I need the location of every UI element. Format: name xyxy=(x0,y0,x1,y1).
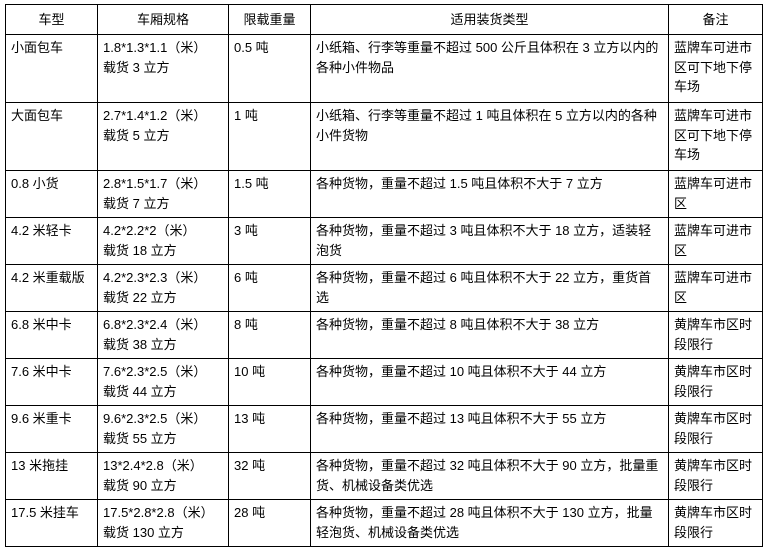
table-row: 大面包车 2.7*1.4*1.2（米） 载货 5 立方 1 吨 小纸箱、行李等重… xyxy=(5,102,763,171)
spec-volume: 载货 44 立方 xyxy=(103,383,177,399)
cell-spec: 4.2*2.2*2（米） 载货 18 立方 xyxy=(97,217,229,265)
column-header-spec: 车厢规格 xyxy=(97,4,229,35)
column-header-cargo: 适用装货类型 xyxy=(310,4,669,35)
cell-remark: 黄牌车市区时段限行 xyxy=(668,499,763,547)
column-header-remark: 备注 xyxy=(668,4,763,35)
cell-cargo: 小纸箱、行李等重量不超过 1 吨且体积在 5 立方以内的各种小件货物 xyxy=(310,102,669,171)
spec-volume: 载货 55 立方 xyxy=(103,430,177,446)
cell-spec: 2.7*1.4*1.2（米） 载货 5 立方 xyxy=(97,102,229,171)
cell-spec: 7.6*2.3*2.5（米） 载货 44 立方 xyxy=(97,358,229,406)
cell-remark: 黄牌车市区时段限行 xyxy=(668,311,763,359)
cell-spec: 1.8*1.3*1.1（米） 载货 3 立方 xyxy=(97,34,229,103)
spec-volume: 载货 22 立方 xyxy=(103,289,177,305)
cell-cargo: 小纸箱、行李等重量不超过 500 公斤且体积在 3 立方以内的各种小件物品 xyxy=(310,34,669,103)
cell-load: 6 吨 xyxy=(228,264,311,312)
spec-dimensions: 2.8*1.5*1.7（米） xyxy=(103,176,207,191)
spec-dimensions: 13*2.4*2.8（米） xyxy=(103,458,203,473)
cell-cargo: 各种货物，重量不超过 10 吨且体积不大于 44 立方 xyxy=(310,358,669,406)
spec-dimensions: 6.8*2.3*2.4（米） xyxy=(103,317,207,332)
spec-volume: 载货 3 立方 xyxy=(103,59,170,75)
spec-dimensions: 17.5*2.8*2.8（米） xyxy=(103,505,214,520)
cell-model: 大面包车 xyxy=(5,102,98,171)
cell-model: 13 米拖挂 xyxy=(5,452,98,500)
cell-cargo: 各种货物，重量不超过 3 吨且体积不大于 18 立方，适装轻泡货 xyxy=(310,217,669,265)
cell-remark: 蓝牌车可进市区 xyxy=(668,170,763,218)
cell-load: 13 吨 xyxy=(228,405,311,453)
cell-remark: 黄牌车市区时段限行 xyxy=(668,405,763,453)
cell-load: 1.5 吨 xyxy=(228,170,311,218)
cell-model: 6.8 米中卡 xyxy=(5,311,98,359)
cell-remark: 黄牌车市区时段限行 xyxy=(668,358,763,406)
cell-model: 4.2 米轻卡 xyxy=(5,217,98,265)
table-row: 小面包车 1.8*1.3*1.1（米） 载货 3 立方 0.5 吨 小纸箱、行李… xyxy=(5,34,763,103)
cell-cargo: 各种货物，重量不超过 8 吨且体积不大于 38 立方 xyxy=(310,311,669,359)
cell-model: 7.6 米中卡 xyxy=(5,358,98,406)
spec-volume: 载货 90 立方 xyxy=(103,477,177,493)
cell-remark: 蓝牌车可进市区可下地下停车场 xyxy=(668,102,763,171)
spec-dimensions: 2.7*1.4*1.2（米） xyxy=(103,108,207,123)
spec-volume: 载货 5 立方 xyxy=(103,127,170,143)
cell-cargo: 各种货物，重量不超过 6 吨且体积不大于 22 立方，重货首选 xyxy=(310,264,669,312)
vehicle-capacity-table-container: 车型 车厢规格 限载重量 适用装货类型 备注 小面包车 1.8*1.3*1.1（… xyxy=(5,4,763,547)
spec-dimensions: 7.6*2.3*2.5（米） xyxy=(103,364,207,379)
spec-dimensions: 9.6*2.3*2.5（米） xyxy=(103,411,207,426)
cell-model: 4.2 米重载版 xyxy=(5,264,98,312)
table-row: 9.6 米重卡 9.6*2.3*2.5（米） 载货 55 立方 13 吨 各种货… xyxy=(5,405,763,453)
cell-spec: 6.8*2.3*2.4（米） 载货 38 立方 xyxy=(97,311,229,359)
spec-dimensions: 4.2*2.3*2.3（米） xyxy=(103,270,207,285)
table-row: 17.5 米挂车 17.5*2.8*2.8（米） 载货 130 立方 28 吨 … xyxy=(5,499,763,547)
table-row: 4.2 米重载版 4.2*2.3*2.3（米） 载货 22 立方 6 吨 各种货… xyxy=(5,264,763,312)
table-body: 小面包车 1.8*1.3*1.1（米） 载货 3 立方 0.5 吨 小纸箱、行李… xyxy=(5,34,763,547)
spec-dimensions: 4.2*2.2*2（米） xyxy=(103,223,196,238)
cell-load: 0.5 吨 xyxy=(228,34,311,103)
table-row: 0.8 小货 2.8*1.5*1.7（米） 载货 7 立方 1.5 吨 各种货物… xyxy=(5,170,763,218)
cell-load: 10 吨 xyxy=(228,358,311,406)
cell-cargo: 各种货物，重量不超过 28 吨且体积不大于 130 立方，批量轻泡货、机械设备类… xyxy=(310,499,669,547)
cell-model: 小面包车 xyxy=(5,34,98,103)
table-row: 13 米拖挂 13*2.4*2.8（米） 载货 90 立方 32 吨 各种货物，… xyxy=(5,452,763,500)
cell-remark: 黄牌车市区时段限行 xyxy=(668,452,763,500)
table-row: 7.6 米中卡 7.6*2.3*2.5（米） 载货 44 立方 10 吨 各种货… xyxy=(5,358,763,406)
cell-cargo: 各种货物，重量不超过 32 吨且体积不大于 90 立方，批量重货、机械设备类优选 xyxy=(310,452,669,500)
vehicle-capacity-table: 车型 车厢规格 限载重量 适用装货类型 备注 小面包车 1.8*1.3*1.1（… xyxy=(5,4,763,547)
cell-load: 28 吨 xyxy=(228,499,311,547)
cell-load: 32 吨 xyxy=(228,452,311,500)
cell-cargo: 各种货物，重量不超过 1.5 吨且体积不大于 7 立方 xyxy=(310,170,669,218)
cell-load: 1 吨 xyxy=(228,102,311,171)
cell-spec: 17.5*2.8*2.8（米） 载货 130 立方 xyxy=(97,499,229,547)
cell-remark: 蓝牌车可进市区 xyxy=(668,264,763,312)
spec-dimensions: 1.8*1.3*1.1（米） xyxy=(103,40,207,55)
cell-model: 9.6 米重卡 xyxy=(5,405,98,453)
column-header-model: 车型 xyxy=(5,4,98,35)
cell-spec: 13*2.4*2.8（米） 载货 90 立方 xyxy=(97,452,229,500)
column-header-load: 限载重量 xyxy=(228,4,311,35)
table-header-row: 车型 车厢规格 限载重量 适用装货类型 备注 xyxy=(5,4,763,35)
cell-model: 0.8 小货 xyxy=(5,170,98,218)
cell-load: 3 吨 xyxy=(228,217,311,265)
table-row: 4.2 米轻卡 4.2*2.2*2（米） 载货 18 立方 3 吨 各种货物，重… xyxy=(5,217,763,265)
table-header: 车型 车厢规格 限载重量 适用装货类型 备注 xyxy=(5,4,763,35)
cell-spec: 4.2*2.3*2.3（米） 载货 22 立方 xyxy=(97,264,229,312)
cell-cargo: 各种货物，重量不超过 13 吨且体积不大于 55 立方 xyxy=(310,405,669,453)
spec-volume: 载货 18 立方 xyxy=(103,242,177,258)
spec-volume: 载货 38 立方 xyxy=(103,336,177,352)
table-row: 6.8 米中卡 6.8*2.3*2.4（米） 载货 38 立方 8 吨 各种货物… xyxy=(5,311,763,359)
cell-model: 17.5 米挂车 xyxy=(5,499,98,547)
cell-spec: 9.6*2.3*2.5（米） 载货 55 立方 xyxy=(97,405,229,453)
spec-volume: 载货 7 立方 xyxy=(103,195,170,211)
cell-load: 8 吨 xyxy=(228,311,311,359)
spec-volume: 载货 130 立方 xyxy=(103,524,184,540)
cell-remark: 蓝牌车可进市区 xyxy=(668,217,763,265)
cell-remark: 蓝牌车可进市区可下地下停车场 xyxy=(668,34,763,103)
cell-spec: 2.8*1.5*1.7（米） 载货 7 立方 xyxy=(97,170,229,218)
